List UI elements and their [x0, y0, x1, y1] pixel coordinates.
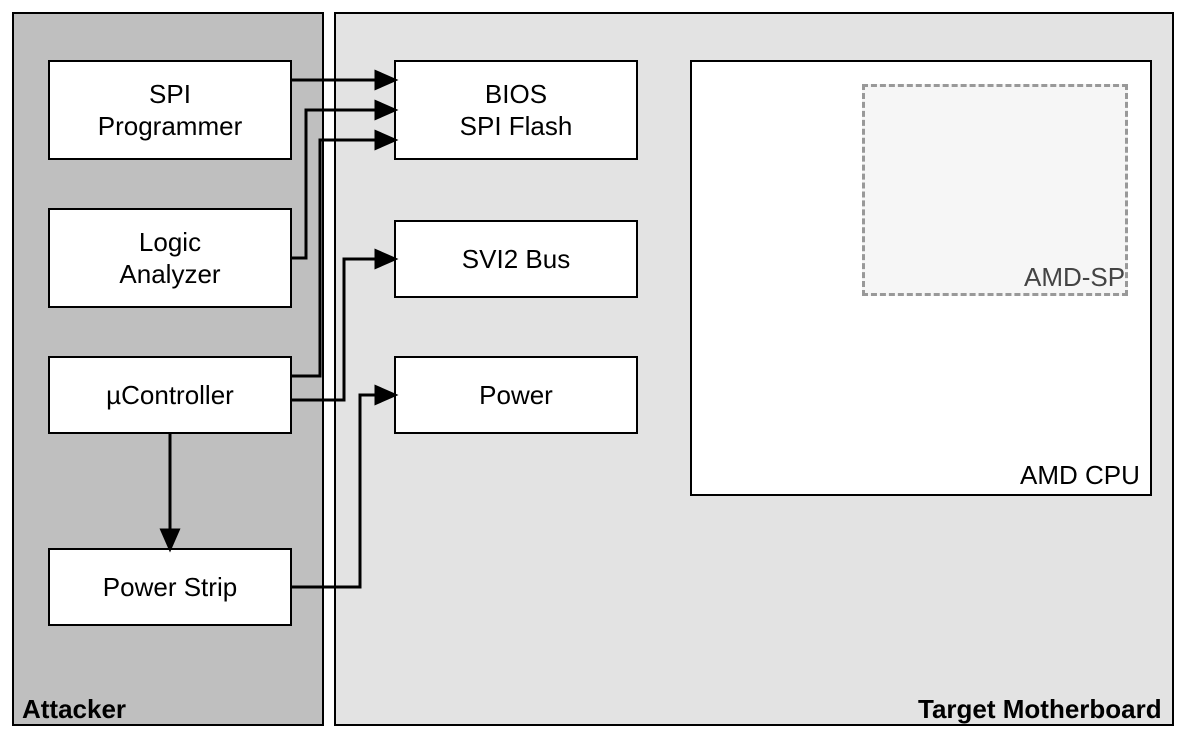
node-spi-programmer: SPI Programmer — [48, 60, 292, 160]
amd-cpu-label: AMD CPU — [1020, 460, 1140, 491]
attacker-label: Attacker — [22, 694, 126, 725]
node-ucontroller: µController — [48, 356, 292, 434]
node-logic-analyzer: Logic Analyzer — [48, 208, 292, 308]
motherboard-label: Target Motherboard — [918, 694, 1162, 725]
node-bios-spi-flash: BIOS SPI Flash — [394, 60, 638, 160]
node-power: Power — [394, 356, 638, 434]
node-power-strip: Power Strip — [48, 548, 292, 626]
amd-sp-label: AMD-SP — [1024, 262, 1125, 293]
node-svi2-bus: SVI2 Bus — [394, 220, 638, 298]
